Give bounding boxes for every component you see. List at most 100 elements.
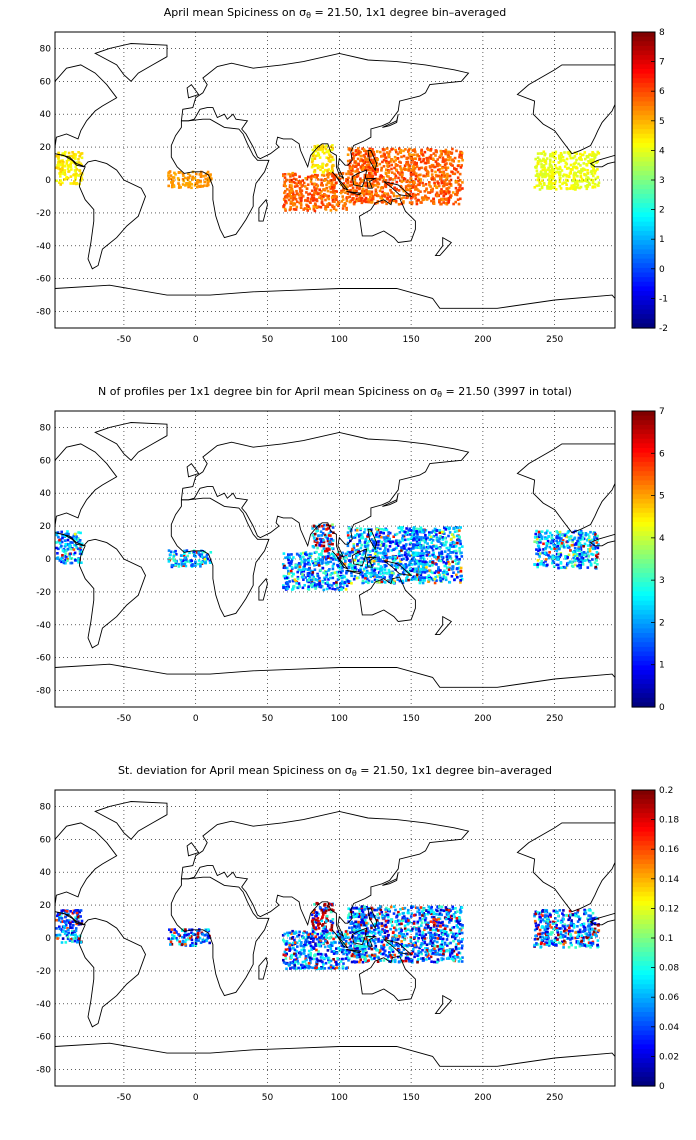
data-bin (318, 942, 321, 945)
data-bin (551, 561, 554, 565)
data-bin (411, 557, 414, 561)
data-bin (570, 561, 573, 564)
data-bin (348, 195, 351, 199)
data-bin (588, 153, 592, 156)
data-bin (588, 549, 592, 553)
data-bin (344, 179, 348, 183)
data-bin (384, 171, 388, 175)
data-bin (321, 561, 324, 565)
data-bin (66, 937, 70, 941)
data-bin (208, 941, 211, 945)
data-bin (397, 203, 401, 206)
data-bin (404, 148, 407, 151)
data-bin (441, 530, 444, 534)
colorbar-swatch (632, 212, 655, 218)
data-bin (405, 188, 409, 191)
data-bin (550, 533, 554, 537)
data-bin (445, 570, 449, 574)
data-bin (579, 560, 583, 563)
data-bin (460, 551, 463, 555)
data-bin (596, 534, 599, 538)
data-bin (459, 569, 463, 573)
data-bin (543, 159, 546, 162)
colorbar-frame (631, 410, 656, 708)
data-bin (55, 918, 58, 922)
data-bin (412, 544, 416, 547)
data-bin (444, 148, 448, 152)
data-bin (328, 524, 332, 528)
data-bin (299, 203, 303, 207)
data-bin (372, 150, 376, 154)
data-bin (419, 578, 422, 582)
data-bin (425, 198, 429, 201)
colorbar-tick-label: 3 (659, 576, 665, 586)
data-bin (205, 184, 209, 188)
data-bin (454, 907, 457, 910)
data-bin (187, 172, 190, 175)
data-bin (55, 927, 58, 930)
data-bin (419, 160, 423, 164)
data-bin (575, 553, 579, 556)
data-bin (544, 162, 548, 165)
data-bin (298, 186, 302, 190)
data-bin (378, 534, 382, 538)
data-bin (314, 191, 317, 195)
colorbar-swatch (632, 443, 655, 449)
data-bin (458, 179, 462, 182)
data-bin (561, 534, 565, 537)
data-bin (167, 937, 171, 940)
data-bin (419, 151, 423, 155)
data-bin (408, 567, 412, 571)
data-bin (587, 548, 590, 551)
data-bin (580, 180, 584, 183)
data-bin (69, 922, 72, 926)
data-bin (325, 920, 328, 923)
data-bin (330, 923, 334, 927)
data-bin (595, 554, 598, 557)
data-bin (406, 533, 409, 536)
data-bin (418, 541, 422, 544)
coastline (331, 171, 349, 191)
data-bin (311, 918, 315, 922)
colorbar-swatch (632, 143, 655, 149)
data-bin (356, 173, 359, 177)
data-bin (438, 174, 441, 178)
data-bin (437, 559, 441, 562)
data-bin (295, 967, 298, 971)
data-bin (354, 550, 358, 554)
coastline (55, 64, 118, 148)
data-bin (398, 554, 401, 558)
data-bin (325, 173, 329, 176)
data-bin (57, 933, 60, 937)
data-bin (321, 184, 324, 187)
data-bin (313, 954, 316, 957)
data-bin (372, 562, 376, 565)
data-bin (380, 166, 383, 170)
colorbar-swatch (632, 286, 655, 292)
data-bin (580, 177, 584, 181)
data-bin (349, 563, 353, 567)
data-bin (399, 184, 403, 188)
data-bin (291, 960, 295, 964)
data-bin (447, 200, 450, 204)
data-bin (305, 931, 308, 934)
data-bin (410, 184, 413, 188)
data-bin (332, 176, 336, 180)
data-bin (73, 543, 76, 547)
data-bin (315, 967, 319, 971)
data-bin (358, 181, 362, 185)
data-bin (411, 531, 414, 535)
data-bin (187, 932, 190, 936)
data-bin (75, 161, 79, 164)
data-bin (571, 179, 574, 183)
data-bin (328, 203, 332, 206)
data-bin (359, 527, 363, 530)
colorbar-swatch (632, 475, 655, 481)
data-bin (73, 537, 76, 540)
data-bin (321, 163, 325, 166)
data-bin (408, 164, 412, 168)
data-bin (568, 175, 571, 179)
data-bin (327, 958, 330, 962)
data-bin (592, 547, 595, 551)
data-bin (308, 556, 312, 559)
